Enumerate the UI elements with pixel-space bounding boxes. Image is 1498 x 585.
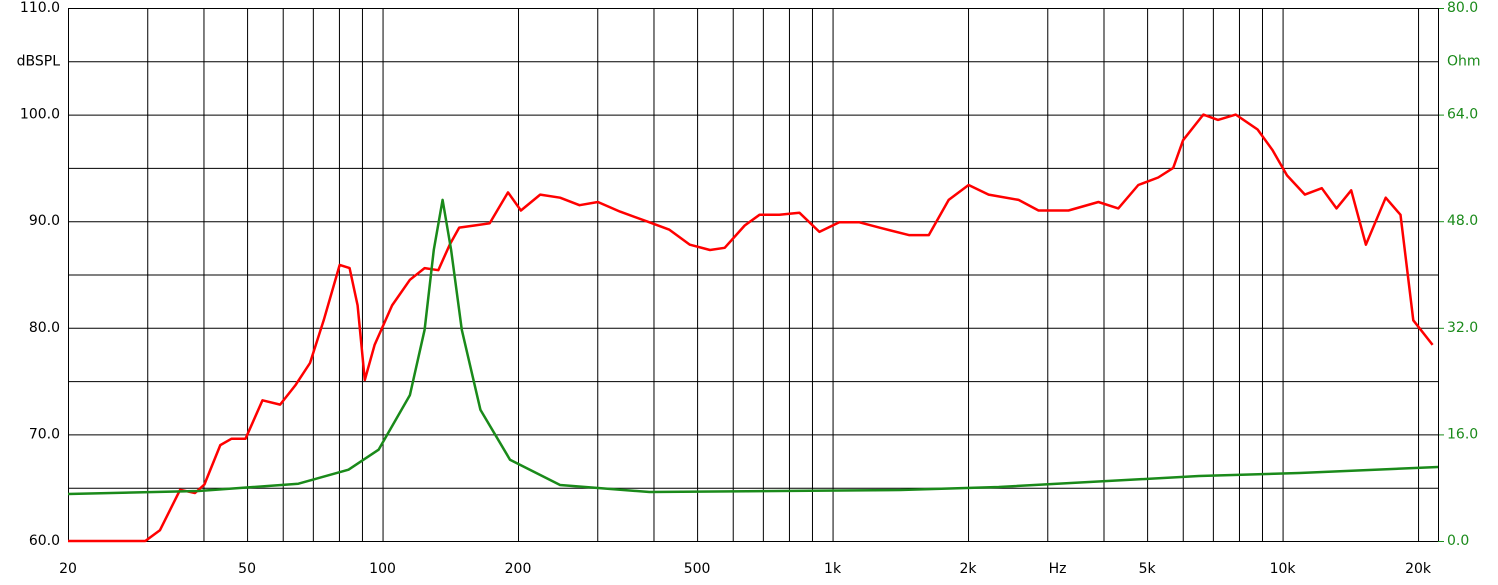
x-tick-label: 2k — [960, 561, 978, 577]
y2-unit: Ohm — [1447, 53, 1481, 69]
x-tick-label: 50 — [238, 561, 256, 577]
y-unit: dBSPL — [17, 53, 61, 69]
x-tick-label: 5k — [1139, 561, 1157, 577]
y-tick-label: 100.0 — [20, 107, 60, 123]
y-tick-label: 60.0 — [29, 533, 60, 549]
x-tick-label: 1k — [824, 561, 842, 577]
y2-tick-label: 48.0 — [1447, 213, 1478, 229]
y2-tick-label: 80.0 — [1447, 0, 1478, 16]
x-tick-label: 20 — [59, 561, 77, 577]
y-tick-label: 80.0 — [29, 320, 60, 336]
x-axis-label: Hz — [1049, 561, 1067, 577]
x-tick-label: 500 — [684, 561, 711, 577]
x-tick-label: 20k — [1405, 561, 1432, 577]
y-tick-label: 110.0 — [20, 0, 60, 16]
series-line — [67, 198, 1439, 496]
x-tick-label: 100 — [369, 561, 396, 577]
y2-tick-label: 32.0 — [1447, 320, 1478, 336]
y2-tick-label: 64.0 — [1447, 107, 1478, 123]
y-tick-label: 70.0 — [29, 426, 60, 442]
y-tick-label: 90.0 — [29, 213, 60, 229]
x-tick-label: 10k — [1270, 561, 1297, 577]
y2-tick-label: 0.0 — [1447, 533, 1469, 549]
series-line — [68, 113, 1434, 543]
x-tick-label: 200 — [505, 561, 532, 577]
y2-tick-label: 16.0 — [1447, 426, 1478, 442]
